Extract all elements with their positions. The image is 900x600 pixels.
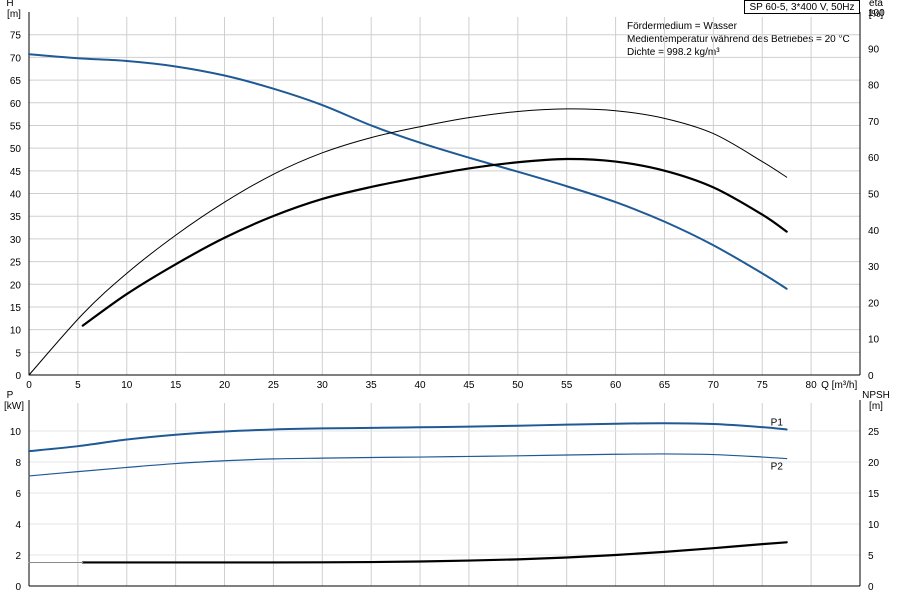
x-tick-label: 60 <box>610 380 622 391</box>
y-left-tick-label: 40 <box>10 190 22 201</box>
y-right-tick-label: 60 <box>868 153 880 164</box>
y-left-tick-label: 55 <box>10 121 22 132</box>
y-right-tick-label: 20 <box>868 298 880 309</box>
x-tick-label: 70 <box>708 380 720 391</box>
y-right-tick-label: 20 <box>868 458 880 469</box>
y-left-axis-label: H <box>6 0 13 9</box>
y-left-tick-label: 30 <box>10 235 22 246</box>
x-tick-label: 55 <box>561 380 573 391</box>
y-left-axis-unit: [m] <box>7 9 21 20</box>
y-left-tick-label: 75 <box>10 31 22 42</box>
x-tick-label: 0 <box>26 380 32 391</box>
y-right-tick-label: 70 <box>868 117 880 128</box>
y-right-tick-label: 0 <box>868 371 874 382</box>
y-left-tick-label: 10 <box>10 326 22 337</box>
y-right-tick-label: 15 <box>868 489 880 500</box>
y-right-tick-label: 10 <box>868 335 880 346</box>
series-label-p1: P1 <box>771 417 784 428</box>
y-right-tick-label: 80 <box>868 81 880 92</box>
series-line-h <box>28 53 788 290</box>
note-density: Dichte = 998.2 kg/m³ <box>627 47 720 58</box>
y-left-tick-label: 15 <box>10 303 22 314</box>
y-right-tick-label: 90 <box>868 44 880 55</box>
series-line-eta-total <box>81 157 788 327</box>
y-left-tick-label: 2 <box>15 551 21 562</box>
x-tick-label: 5 <box>75 380 81 391</box>
note-temperature: Medientemperatur während des Betriebes =… <box>627 34 850 45</box>
x-tick-label: 20 <box>219 380 231 391</box>
y-right-tick-label: 50 <box>868 190 880 201</box>
y-left-axis-label: P <box>7 390 14 401</box>
y-right-tick-label: 25 <box>868 427 880 438</box>
y-right-tick-label: 5 <box>868 551 874 562</box>
note-fluid: Fördermedium = Wasser <box>627 21 737 32</box>
x-tick-label: 80 <box>806 380 818 391</box>
x-tick-label: 30 <box>317 380 329 391</box>
y-right-tick-label: 100 <box>868 8 885 19</box>
y-right-tick-label: 40 <box>868 226 880 237</box>
y-left-tick-label: 60 <box>10 99 22 110</box>
y-left-tick-label: 4 <box>15 520 21 531</box>
y-right-axis-unit: [m] <box>869 401 883 412</box>
y-left-tick-label: 0 <box>15 582 21 593</box>
y-right-axis-label: NPSH <box>862 390 890 401</box>
chart-title: SP 60-5, 3*400 V, 50Hz <box>744 0 860 14</box>
y-left-tick-label: 0 <box>15 371 21 382</box>
y-left-tick-label: 45 <box>10 167 22 178</box>
y-left-tick-label: 35 <box>10 212 22 223</box>
y-left-tick-label: 50 <box>10 144 22 155</box>
x-tick-label: 65 <box>659 380 671 391</box>
series-line-npsh <box>81 541 788 564</box>
x-tick-label: 25 <box>268 380 280 391</box>
y-right-axis-unit: [%] <box>869 9 884 20</box>
series-line-eta <box>28 108 788 376</box>
fluid-notes: Fördermedium = Wasser Medientemperatur w… <box>627 20 850 59</box>
x-tick-label: 45 <box>463 380 475 391</box>
series-label-p2: P2 <box>771 462 784 473</box>
x-tick-label: 75 <box>757 380 769 391</box>
y-right-tick-label: 30 <box>868 262 880 273</box>
x-tick-label: 50 <box>512 380 524 391</box>
y-left-axis-unit: [kW] <box>4 401 24 412</box>
y-left-tick-label: 65 <box>10 76 22 87</box>
y-right-tick-label: 0 <box>868 582 874 593</box>
x-axis-label: Q [m³/h] <box>821 380 857 391</box>
y-right-axis-label: eta <box>869 0 883 9</box>
y-left-tick-label: 5 <box>15 348 21 359</box>
x-tick-label: 40 <box>414 380 426 391</box>
y-left-tick-label: 6 <box>15 489 21 500</box>
y-right-tick-label: 10 <box>868 520 880 531</box>
series-line-p1-ext <box>28 445 79 452</box>
y-left-tick-label: 8 <box>15 458 21 469</box>
x-tick-label: 35 <box>366 380 378 391</box>
y-left-tick-label: 10 <box>10 427 22 438</box>
series-line-p1 <box>28 422 788 453</box>
y-left-tick-label: 20 <box>10 280 22 291</box>
series-line-p2 <box>28 453 788 477</box>
y-left-tick-label: 25 <box>10 258 22 269</box>
x-tick-label: 15 <box>170 380 182 391</box>
y-left-tick-label: 70 <box>10 53 22 64</box>
x-tick-label: 10 <box>121 380 133 391</box>
